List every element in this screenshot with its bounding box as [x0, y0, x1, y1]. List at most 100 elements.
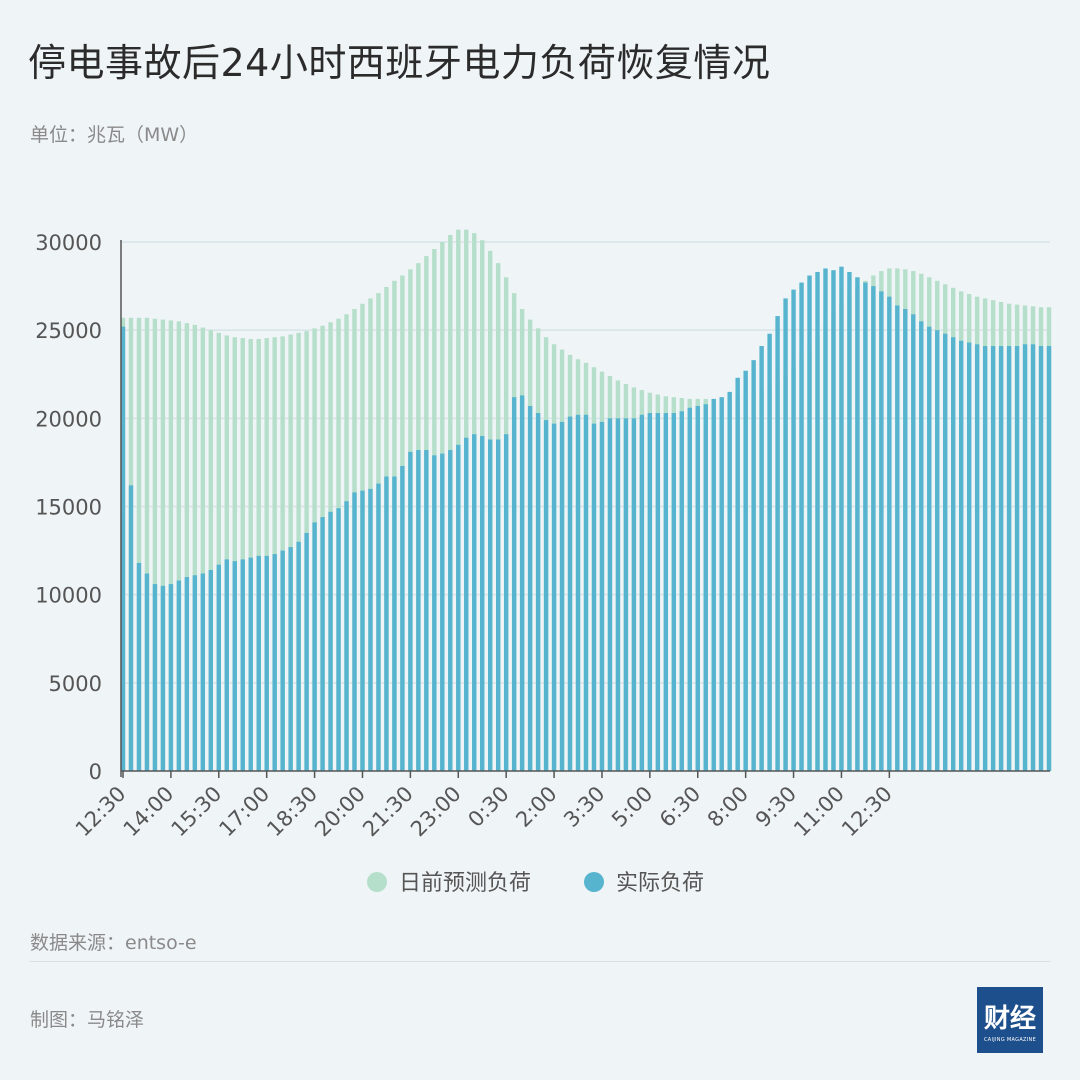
actual-bar	[703, 404, 708, 771]
forecast-bar	[248, 338, 253, 771]
actual-bar	[631, 418, 637, 771]
actual-bar	[751, 360, 756, 771]
forecast-bar	[160, 319, 166, 771]
actual-bar	[535, 413, 541, 771]
actual-bar	[432, 455, 437, 771]
x-tick-label: 12:30	[837, 782, 897, 842]
actual-bar	[671, 413, 677, 771]
actual-bar	[990, 346, 996, 771]
legend: 日前预测负荷 实际负荷	[367, 871, 704, 896]
actual-bar	[607, 418, 613, 771]
x-tick-label: 3:30	[559, 782, 609, 832]
actual-bar	[296, 541, 301, 771]
actual-bar	[120, 326, 126, 771]
actual-bar	[168, 584, 174, 771]
data-source: 数据来源：entso-e	[30, 932, 197, 954]
actual-bar	[958, 340, 964, 771]
x-tick-label: 6:30	[655, 782, 705, 832]
x-tick-label: 21:30	[358, 782, 418, 842]
actual-bar	[144, 573, 150, 771]
forecast-bar	[240, 338, 245, 771]
actual-bar	[408, 451, 413, 771]
actual-bar	[839, 266, 844, 771]
actual-bar	[440, 453, 445, 771]
actual-bar	[1038, 346, 1044, 771]
actual-bar	[527, 405, 533, 771]
actual-bar	[831, 270, 836, 771]
x-tick-label: 11:00	[789, 782, 849, 842]
forecast-bar	[224, 335, 229, 771]
actual-bar	[743, 370, 748, 771]
logo-text: 财经	[983, 1003, 1036, 1034]
forecast-bar	[208, 330, 214, 771]
actual-bar	[935, 330, 940, 771]
actual-bar	[871, 286, 876, 771]
actual-bar	[272, 554, 277, 771]
actual-bar	[815, 271, 820, 771]
x-tick-label: 23:00	[406, 782, 466, 842]
actual-bar	[807, 275, 812, 771]
x-tick-label: 18:30	[262, 782, 322, 842]
actual-bar	[192, 575, 198, 771]
actual-bar	[280, 550, 285, 771]
actual-bar	[400, 465, 405, 771]
actual-bar	[424, 450, 429, 771]
x-tick-label: 15:30	[167, 782, 227, 842]
actual-bar	[288, 547, 293, 771]
actual-bar	[783, 298, 788, 771]
actual-bar	[711, 398, 716, 771]
actual-bar	[655, 413, 661, 771]
actual-bar	[511, 397, 517, 771]
actual-bar	[184, 577, 190, 771]
forecast-bar	[136, 317, 142, 771]
actual-bar	[320, 517, 325, 771]
actual-bar	[647, 413, 653, 771]
actual-bar	[687, 407, 692, 771]
actual-bar	[735, 377, 740, 771]
x-tick-label: 0:30	[463, 782, 513, 832]
actual-bar	[200, 573, 206, 771]
legend-label-forecast: 日前预测负荷	[399, 871, 531, 896]
actual-bar	[264, 555, 269, 771]
forecast-bar	[168, 320, 174, 771]
actual-bar	[559, 421, 565, 771]
y-tick-label: 0	[89, 760, 102, 784]
legend-swatch-actual	[584, 872, 604, 892]
actual-bar	[615, 418, 621, 771]
actual-bar	[384, 476, 389, 771]
actual-bar	[639, 414, 645, 771]
actual-bar	[591, 423, 597, 771]
forecast-bar	[232, 337, 237, 771]
actual-bar	[152, 584, 158, 771]
actual-bar	[919, 321, 924, 771]
actual-bar	[951, 337, 956, 771]
actual-bar	[488, 439, 493, 771]
actual-bar	[392, 476, 397, 771]
actual-bar	[224, 559, 229, 771]
actual-bar	[328, 511, 333, 771]
actual-bar	[855, 277, 860, 771]
actual-bar	[136, 562, 142, 771]
actual-bar	[456, 444, 461, 771]
y-tick-label: 25000	[35, 319, 102, 343]
actual-bar	[911, 314, 916, 771]
unit-label: 单位：兆瓦（MW）	[30, 124, 199, 146]
actual-bar	[472, 434, 477, 771]
forecast-bar	[144, 317, 150, 771]
actual-bar	[982, 346, 988, 771]
actual-bar	[232, 561, 237, 771]
forecast-bar	[264, 338, 269, 771]
actual-bar	[1014, 346, 1020, 771]
actual-bar	[1006, 346, 1012, 771]
actual-bar	[799, 282, 804, 771]
chart-canvas: 05000100001500020000250003000012:3014:00…	[35, 229, 1052, 896]
legend-swatch-forecast	[367, 872, 387, 892]
y-tick-label: 30000	[35, 231, 102, 255]
actual-bar	[567, 416, 573, 771]
actual-bar	[519, 395, 525, 771]
legend-label-actual: 实际负荷	[616, 871, 704, 896]
x-tick-label: 14:00	[119, 782, 179, 842]
actual-bar	[448, 450, 453, 771]
forecast-bar	[256, 338, 261, 771]
actual-bar	[719, 397, 724, 771]
